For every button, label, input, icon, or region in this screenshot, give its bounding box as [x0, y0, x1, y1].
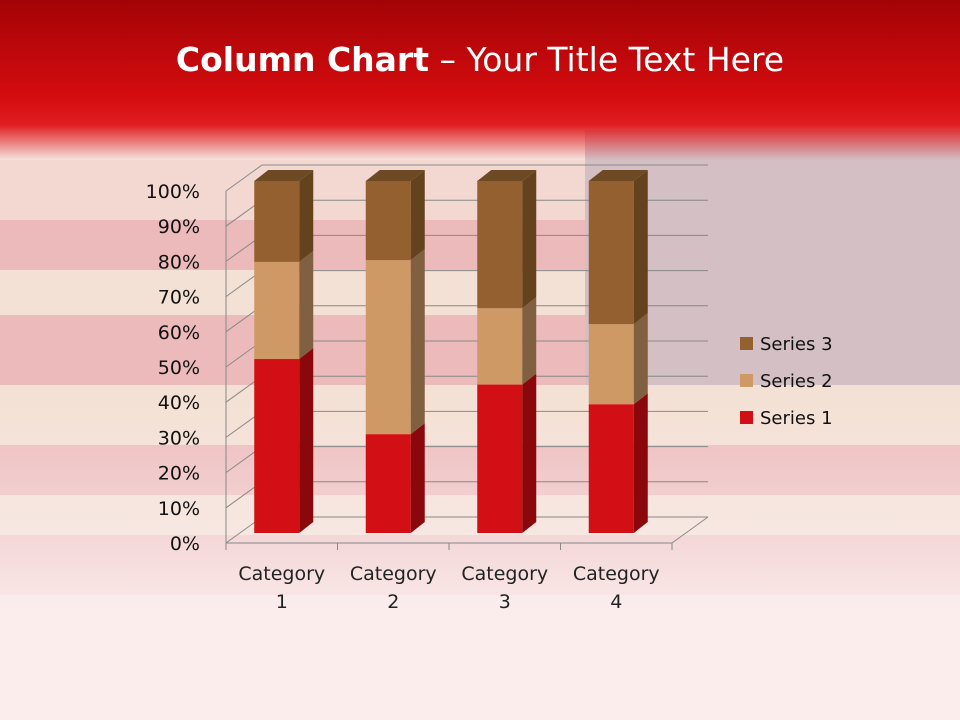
bar-segment-side: [299, 170, 314, 262]
y-tick-label: 20%: [158, 463, 200, 485]
legend: Series 3 Series 2 Series 1: [740, 334, 833, 429]
bar-top: [365, 170, 425, 181]
bar-segment-side: [410, 423, 425, 533]
legend-label: Series 1: [760, 408, 833, 429]
bar-top: [588, 170, 648, 181]
bar-segment-side: [410, 170, 425, 261]
x-category-label: Category: [461, 563, 548, 585]
legend-swatch: [740, 337, 753, 350]
bar-segment-front: [254, 359, 300, 533]
legend-label: Series 3: [760, 334, 833, 355]
y-tick-label: 30%: [158, 427, 200, 449]
y-tick-label: 10%: [158, 498, 200, 520]
x-category-label: Category: [350, 563, 437, 585]
bar-segment-front: [477, 181, 523, 309]
x-category-label: 2: [387, 591, 399, 613]
x-category-label: 1: [276, 591, 288, 613]
bar-segment-front: [588, 324, 634, 405]
slide-title: Column Chart – Your Title Text Here: [0, 40, 960, 79]
legend-label: Series 2: [760, 371, 833, 392]
bar-segment-side: [410, 249, 425, 435]
bar-segment-front: [254, 261, 300, 360]
x-axis-labels: Category 1 Category 2 Category 3 Category 4: [238, 563, 659, 613]
bar-segment-side: [633, 170, 648, 325]
bar-segment-side: [633, 313, 648, 405]
bar-segment-front: [477, 384, 523, 533]
bar-segment-side: [522, 170, 537, 309]
y-tick-label: 100%: [146, 181, 200, 203]
floor-edge: [671, 516, 709, 544]
bar-segment-side: [299, 348, 314, 533]
bar-segment-front: [588, 181, 634, 325]
bar-segment-side: [522, 297, 537, 385]
bar-top: [254, 170, 314, 181]
legend-swatch: [740, 374, 753, 387]
y-tick-label: 0%: [170, 533, 200, 555]
bar-segment-side: [633, 393, 648, 533]
y-tick-label: 40%: [158, 392, 200, 414]
bar-segment-front: [588, 404, 634, 533]
bar-segment-front: [477, 308, 523, 385]
y-tick-label: 80%: [158, 251, 200, 273]
bar-segment-side: [299, 250, 314, 360]
legend-swatch: [740, 411, 753, 424]
bar-segment-front: [365, 434, 411, 533]
bar-segment-front: [365, 181, 411, 261]
bar-top: [477, 170, 537, 181]
title-rest: – Your Title Text Here: [428, 40, 785, 79]
title-banner: [0, 0, 960, 160]
bar-segment-side: [522, 373, 537, 533]
gridline: [225, 164, 708, 192]
y-axis-ticks: 0% 10% 20% 30% 40% 50% 60% 70% 80% 90% 100%: [146, 181, 200, 555]
bars: [254, 170, 648, 533]
y-tick-label: 70%: [158, 287, 200, 309]
y-tick-label: 60%: [158, 322, 200, 344]
x-category-label: 3: [499, 591, 511, 613]
y-tick-label: 50%: [158, 357, 200, 379]
bar-segment-front: [365, 260, 411, 435]
x-category-label: Category: [238, 563, 325, 585]
x-category-label: Category: [573, 563, 660, 585]
y-tick-label: 90%: [158, 216, 200, 238]
title-bold: Column Chart: [175, 40, 429, 79]
bar-segment-front: [254, 181, 300, 262]
x-category-label: 4: [610, 591, 622, 613]
